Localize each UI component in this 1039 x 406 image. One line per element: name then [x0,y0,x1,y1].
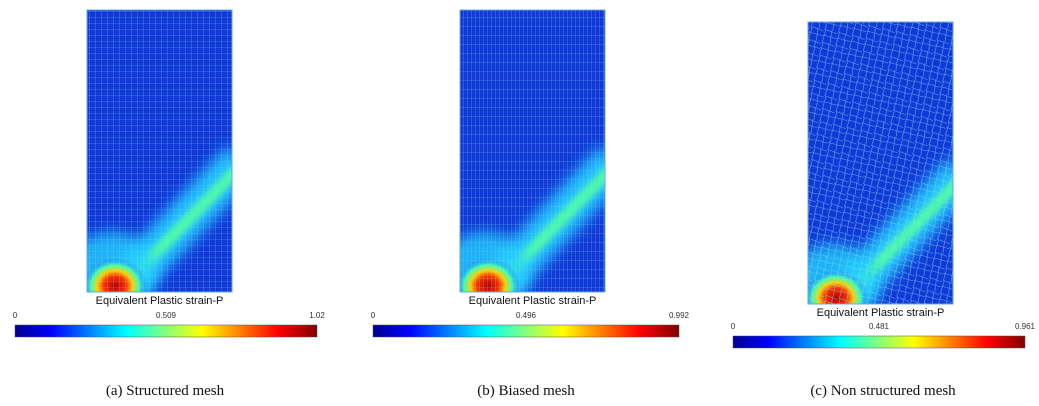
mesh-grid [808,22,953,304]
colorbar-tick-label: 0.992 [669,311,690,320]
mesh-border [459,9,606,293]
mesh-border [86,9,233,293]
legend-title: Equivalent Plastic strain-P [469,295,597,307]
caption: (a) Structured mesh [106,383,225,399]
colorbar-tick-label: 0 [371,311,376,320]
colorbar [372,324,680,338]
mesh-grid [87,10,232,292]
subfigure: Equivalent Plastic strain-P 0 0.496 0.992 (b… [371,9,690,399]
colorbar-tick-label: 0 [13,311,18,320]
subfigure: Equivalent Plastic strain-P 0 0.509 1.02 (a)… [13,9,325,399]
caption: (c) Non structured mesh [810,383,956,399]
mesh-plot [87,10,232,292]
colorbar-tick-label: 0 [731,322,736,331]
legend-title: Equivalent Plastic strain-P [96,295,224,307]
colorbar-tick-label: 0.481 [869,322,890,331]
legend-title: Equivalent Plastic strain-P [817,307,945,319]
mesh-grid [460,10,605,292]
colorbar [732,335,1026,349]
colorbar [14,324,318,338]
mesh-plot [460,10,605,292]
mesh-border [807,21,954,305]
colorbar-tick-label: 0.496 [516,311,537,320]
mesh-plot [808,22,953,304]
colorbar-tick-label: 0.509 [156,311,177,320]
colorbar-tick-label: 1.02 [309,311,325,320]
caption: (b) Biased mesh [477,383,575,399]
colorbar-tick-label: 0.961 [1015,322,1036,331]
subfigure: Equivalent Plastic strain-P 0 0.481 0.961 (c… [731,21,1036,399]
